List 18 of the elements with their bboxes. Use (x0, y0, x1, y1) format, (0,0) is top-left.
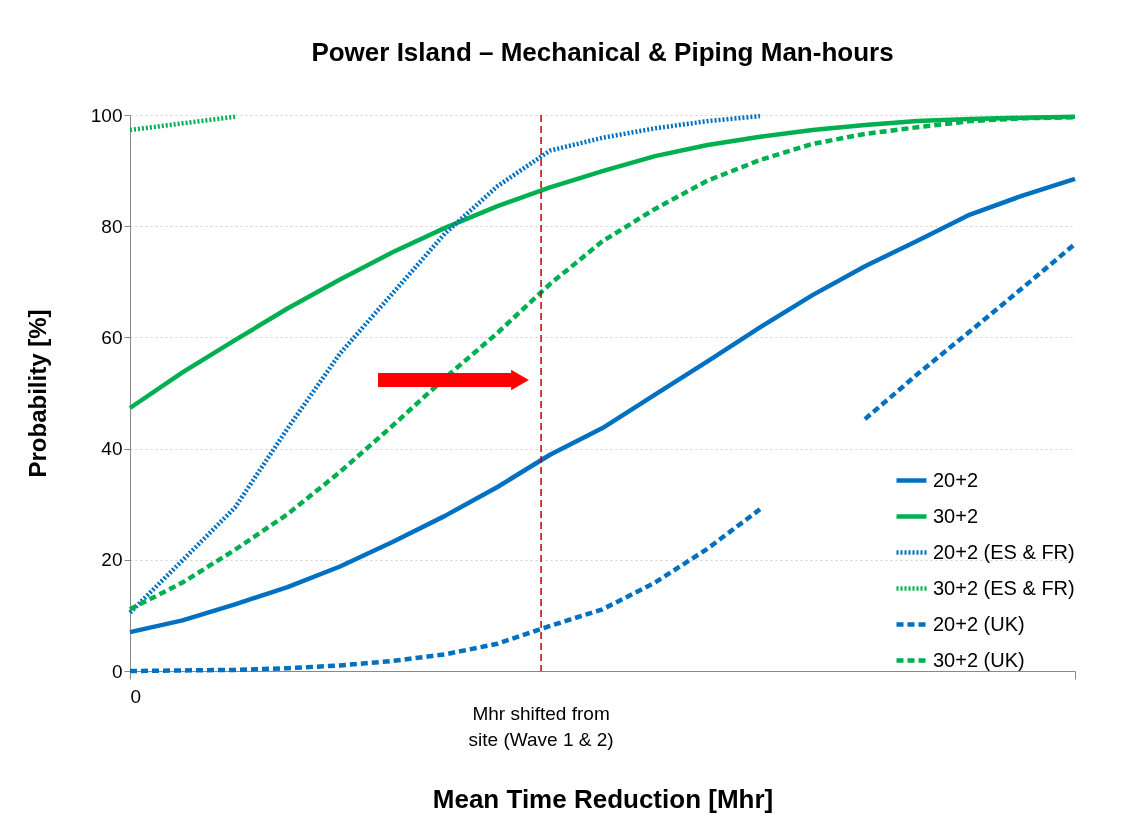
line-series (127, 176, 1078, 635)
legend-label: 30+2 (ES & FR) (933, 576, 1075, 599)
y-tick-label: 20 (101, 549, 123, 571)
legend-label: 20+2 (ES & FR) (933, 540, 1075, 563)
y-tick-label: 0 (111, 660, 123, 682)
legend-label: 20+2 (933, 468, 979, 491)
y-axis-title: Probability [%] (23, 309, 51, 478)
y-tick-label: 40 (101, 438, 123, 460)
legend-label: 30+2 (UK) (933, 648, 1025, 671)
line-series (127, 113, 763, 615)
y-tick-label: 60 (101, 326, 123, 348)
legend-label: 30+2 (933, 504, 979, 527)
y-tick-label: 100 (90, 104, 123, 126)
x-axis-title: Mean Time Reduction [Mhr] (432, 783, 774, 814)
y-tick-label: 80 (101, 215, 123, 237)
text: Mhr shifted from site (Wave 1 & 2) (468, 703, 614, 750)
chart-title: Power Island – Mechanical & Piping Man-hours (311, 37, 894, 67)
legend-label: 20+2 (UK) (933, 612, 1025, 635)
